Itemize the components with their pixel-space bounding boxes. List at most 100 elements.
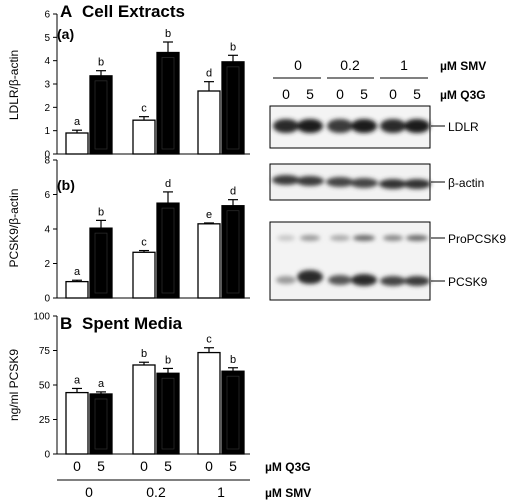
y-tick-label: 5 bbox=[44, 33, 50, 44]
significance-letter: d bbox=[230, 186, 236, 198]
bar-inner bbox=[161, 377, 175, 450]
y-axis-label: PCSK9/β-actin bbox=[7, 189, 21, 268]
bar-charts: 0 1 2 3 4 5 6 LDLR/β-actin a c d b b b 0 2 4 6 8 PCSK9/β-ac… bbox=[7, 10, 250, 461]
q3g-axis-label: µM Q3G bbox=[265, 460, 311, 474]
bar bbox=[65, 132, 89, 155]
significance-letter: b bbox=[230, 41, 236, 53]
y-tick-label: 3 bbox=[44, 80, 50, 91]
smv-tick-2: 0.2 bbox=[146, 484, 166, 500]
chart-1: 0 1 2 3 4 5 6 LDLR/β-actin a c d b b b bbox=[7, 10, 250, 161]
blot-actin-label: β-actin bbox=[448, 176, 484, 190]
q3g-tick-6: 5 bbox=[229, 458, 237, 474]
panel-b-title: Spent Media bbox=[82, 314, 183, 333]
blot-smv-1: 0 bbox=[294, 57, 302, 73]
blot-actin-bands bbox=[272, 175, 431, 189]
y-tick-label: 50 bbox=[39, 381, 51, 392]
blot-smv-label: µM SMV bbox=[440, 59, 486, 73]
significance-letter: b bbox=[165, 354, 171, 366]
subpanel-b-label: (b) bbox=[57, 177, 75, 193]
significance-letter: e bbox=[206, 209, 212, 221]
blot-q3g-6: 5 bbox=[413, 86, 421, 102]
y-tick-label: 2 bbox=[44, 103, 50, 114]
significance-letter: c bbox=[141, 237, 147, 249]
y-tick-label: 4 bbox=[44, 56, 50, 67]
bar-inner bbox=[94, 232, 108, 294]
y-tick-label: 8 bbox=[44, 156, 50, 167]
significance-letter: c bbox=[206, 334, 212, 346]
bar bbox=[89, 227, 113, 299]
bar-inner bbox=[226, 375, 240, 450]
y-tick-label: 1 bbox=[44, 126, 50, 137]
y-axis-label: ng/ml PCSK9 bbox=[7, 349, 21, 421]
y-tick-label: 0 bbox=[44, 150, 50, 161]
bar bbox=[132, 251, 156, 299]
chart-2: 0 2 4 6 8 PCSK9/β-actin a c e b d d bbox=[7, 156, 250, 305]
panel-b-letter: B bbox=[60, 314, 72, 333]
smv-tick-1: 0 bbox=[85, 484, 93, 500]
y-axis-label: LDLR/β-actin bbox=[7, 50, 21, 120]
bar bbox=[89, 393, 113, 455]
blot-propcsk9-label: ProPCSK9 bbox=[448, 232, 506, 246]
bar bbox=[221, 61, 245, 155]
panel-a-letter: A bbox=[60, 2, 72, 21]
y-tick-label: 2 bbox=[44, 259, 50, 270]
significance-letter: b bbox=[141, 348, 147, 360]
significance-letter: b bbox=[98, 57, 104, 69]
blot-ldlr-label: LDLR bbox=[448, 120, 479, 134]
y-tick-label: 6 bbox=[44, 190, 50, 201]
bar bbox=[221, 205, 245, 299]
bar-inner bbox=[226, 210, 240, 294]
significance-letter: c bbox=[141, 103, 147, 115]
bar-inner bbox=[161, 207, 175, 294]
y-tick-label: 0 bbox=[44, 294, 50, 305]
significance-letter: a bbox=[98, 378, 105, 390]
subpanel-a-label: (a) bbox=[57, 26, 74, 42]
blot-q3g-4: 5 bbox=[360, 86, 368, 102]
blot-q3g-5: 0 bbox=[389, 86, 397, 102]
bar bbox=[65, 391, 89, 455]
y-tick-label: 6 bbox=[44, 10, 50, 21]
y-tick-label: 0 bbox=[44, 450, 50, 461]
q3g-tick-5: 0 bbox=[205, 458, 213, 474]
blot-propcsk9-bands bbox=[277, 235, 428, 241]
blot-pcsk9-bands bbox=[276, 270, 430, 286]
significance-letter: a bbox=[74, 116, 81, 128]
bar bbox=[156, 202, 180, 299]
blot-pcsk9-frame bbox=[269, 221, 431, 301]
bar bbox=[197, 90, 221, 155]
bottom-axis: 0 5 0 5 0 5 µM Q3G 0 0.2 1 µM SMV bbox=[57, 458, 311, 500]
y-tick-label: 100 bbox=[33, 312, 50, 323]
blot-smv-3: 1 bbox=[400, 57, 408, 73]
blot-q3g-3: 0 bbox=[336, 86, 344, 102]
blot-q3g-2: 5 bbox=[306, 86, 314, 102]
y-tick-label: 75 bbox=[39, 346, 51, 357]
blot-smv-2: 0.2 bbox=[340, 57, 360, 73]
blot-q3g-1: 0 bbox=[282, 86, 290, 102]
bar bbox=[197, 351, 221, 455]
bar bbox=[221, 370, 245, 455]
significance-letter: b bbox=[165, 28, 171, 40]
significance-letter: b bbox=[230, 354, 236, 366]
significance-letter: b bbox=[98, 206, 104, 218]
q3g-tick-2: 5 bbox=[97, 458, 105, 474]
bar bbox=[89, 75, 113, 155]
smv-tick-3: 1 bbox=[217, 484, 225, 500]
bar-inner bbox=[226, 66, 240, 150]
bar-inner bbox=[94, 80, 108, 150]
q3g-tick-3: 0 bbox=[140, 458, 148, 474]
q3g-tick-4: 5 bbox=[164, 458, 172, 474]
bar-inner bbox=[161, 57, 175, 150]
y-tick-label: 25 bbox=[39, 415, 51, 426]
significance-letter: a bbox=[74, 374, 81, 386]
panel-a-title: Cell Extracts bbox=[82, 2, 185, 21]
blot-q3g-label: µM Q3G bbox=[440, 88, 486, 102]
bar bbox=[132, 119, 156, 155]
western-blot: 0 0.2 1 µM SMV 0 5 0 5 0 5 µM Q3G LDLR bbox=[269, 57, 506, 301]
bar bbox=[197, 223, 221, 299]
blot-pcsk9-label: PCSK9 bbox=[448, 275, 488, 289]
bar bbox=[156, 51, 180, 155]
smv-axis-label: µM SMV bbox=[265, 486, 311, 500]
bar bbox=[132, 364, 156, 455]
blot-ldlr-bands bbox=[273, 119, 430, 133]
